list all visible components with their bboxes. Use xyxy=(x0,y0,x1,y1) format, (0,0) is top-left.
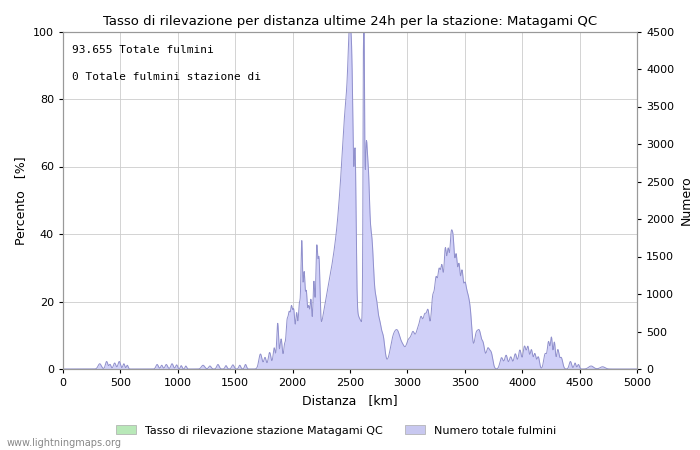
Legend: Tasso di rilevazione stazione Matagami QC, Numero totale fulmini: Tasso di rilevazione stazione Matagami Q… xyxy=(111,421,561,440)
X-axis label: Distanza   [km]: Distanza [km] xyxy=(302,394,398,407)
Text: www.lightningmaps.org: www.lightningmaps.org xyxy=(7,438,122,448)
Text: 93.655 Totale fulmini: 93.655 Totale fulmini xyxy=(71,45,214,55)
Text: 0 Totale fulmini stazione di: 0 Totale fulmini stazione di xyxy=(71,72,260,82)
Y-axis label: Percento   [%]: Percento [%] xyxy=(15,156,27,244)
Y-axis label: Numero: Numero xyxy=(680,176,693,225)
Title: Tasso di rilevazione per distanza ultime 24h per la stazione: Matagami QC: Tasso di rilevazione per distanza ultime… xyxy=(103,14,597,27)
